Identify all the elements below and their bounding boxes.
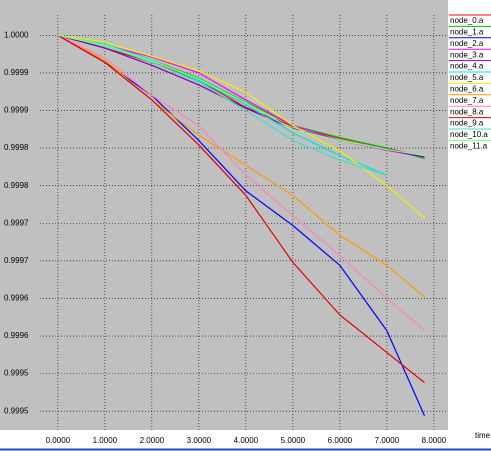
legend-label: node_2.a bbox=[450, 39, 484, 48]
series-line bbox=[57, 34, 425, 298]
y-tick-label: 0.9995 bbox=[4, 406, 29, 415]
y-tick-label: 0.9998 bbox=[4, 143, 29, 152]
y-tick-label: 0.9996 bbox=[4, 294, 29, 303]
x-axis-label: time bbox=[475, 431, 491, 440]
y-tick-label: 0.9999 bbox=[4, 68, 29, 77]
x-tick-label: 8.0000 bbox=[422, 436, 447, 445]
legend-label: node_4.a bbox=[450, 62, 484, 71]
legend-label: node_7.a bbox=[450, 96, 484, 105]
y-tick-label: 0.9998 bbox=[4, 181, 29, 190]
series-line bbox=[57, 34, 388, 176]
x-tick-label: 5.0000 bbox=[281, 436, 306, 445]
y-tick-label: 0.9996 bbox=[4, 331, 29, 340]
x-tick-label: 1.0000 bbox=[93, 436, 118, 445]
x-tick-label: 4.0000 bbox=[234, 436, 259, 445]
y-tick-label: 1.0000 bbox=[4, 30, 29, 39]
series-line bbox=[57, 34, 425, 219]
legend-label: node_10.a bbox=[450, 130, 488, 139]
x-tick-label: 0.0000 bbox=[46, 436, 71, 445]
legend-label: node_3.a bbox=[450, 50, 484, 59]
y-tick-label: 0.9999 bbox=[4, 106, 29, 115]
y-tick-label: 0.9997 bbox=[4, 256, 29, 265]
legend-label: node_8.a bbox=[450, 107, 484, 116]
x-tick-label: 7.0000 bbox=[375, 436, 400, 445]
series-line bbox=[57, 34, 425, 331]
y-tick-label: 0.9995 bbox=[4, 369, 29, 378]
y-tick-label: 0.9997 bbox=[4, 218, 29, 227]
legend-label: node_6.a bbox=[450, 85, 484, 94]
legend-label: node_11.a bbox=[450, 142, 488, 151]
series-line bbox=[57, 34, 425, 384]
x-tick-label: 3.0000 bbox=[187, 436, 212, 445]
x-tick-label: 2.0000 bbox=[140, 436, 165, 445]
series-line bbox=[57, 34, 425, 157]
legend-label: node_9.a bbox=[450, 119, 484, 128]
x-axis-panel bbox=[0, 430, 491, 451]
legend-panel bbox=[448, 0, 491, 451]
x-tick-label: 6.0000 bbox=[328, 436, 353, 445]
legend-label: node_5.a bbox=[450, 73, 484, 82]
legend-label: node_0.a bbox=[450, 16, 484, 25]
legend-label: node_1.a bbox=[450, 28, 484, 37]
series-line bbox=[57, 34, 388, 176]
